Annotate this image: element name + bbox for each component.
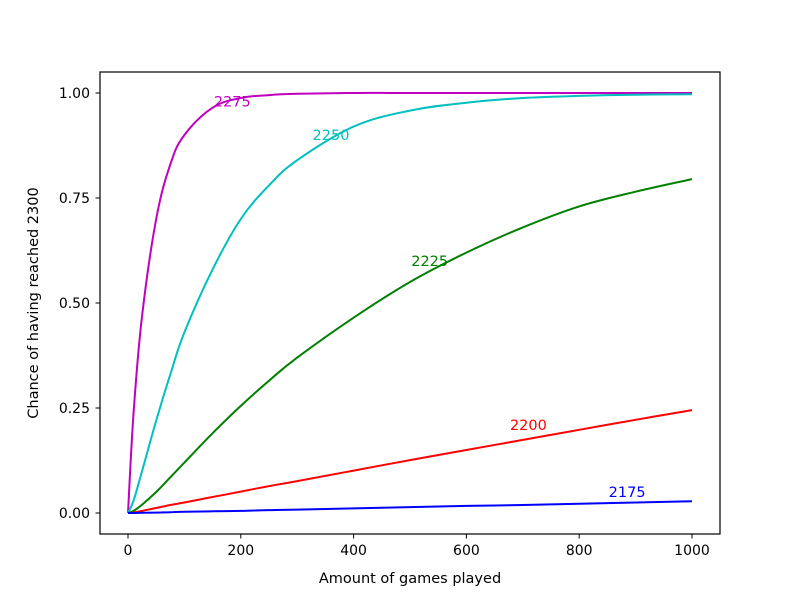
x-axis-label: Amount of games played: [319, 571, 501, 587]
plot-area: 2275 2250 2225 2200 2175: [127, 91, 693, 514]
y-axis-ticks: 0.00 0.25 0.50 0.75 1.00: [59, 86, 100, 522]
x-tick-label: 600: [453, 543, 480, 559]
series-label-2250: 2250: [313, 128, 350, 144]
series-label-2275: 2275: [214, 94, 251, 110]
y-tick-label: 0.00: [59, 506, 90, 522]
x-tick-label: 200: [227, 543, 254, 559]
series-label-2225: 2225: [411, 254, 448, 270]
x-tick-label: 800: [566, 543, 593, 559]
axes-frame: [99, 71, 721, 535]
x-tick-label: 400: [340, 543, 367, 559]
y-tick-label: 0.50: [59, 296, 90, 312]
x-tick-label: 0: [124, 543, 133, 559]
x-tick-label: 1000: [674, 543, 710, 559]
series-label-2200: 2200: [510, 418, 547, 434]
series-line-2250: [127, 93, 693, 514]
series-line-2275: [127, 91, 692, 514]
y-tick-label: 1.00: [59, 86, 90, 102]
x-axis-ticks: 0 200 400 600 800 1000: [124, 534, 710, 559]
series-line-2175: [128, 500, 693, 514]
series-line-2200: [127, 409, 693, 514]
y-axis-label: Chance of having reached 2300: [26, 187, 42, 418]
series-label-2175: 2175: [609, 485, 646, 501]
series-line-2225: [127, 178, 693, 514]
y-tick-label: 0.75: [59, 191, 90, 207]
y-tick-label: 0.25: [59, 401, 90, 417]
